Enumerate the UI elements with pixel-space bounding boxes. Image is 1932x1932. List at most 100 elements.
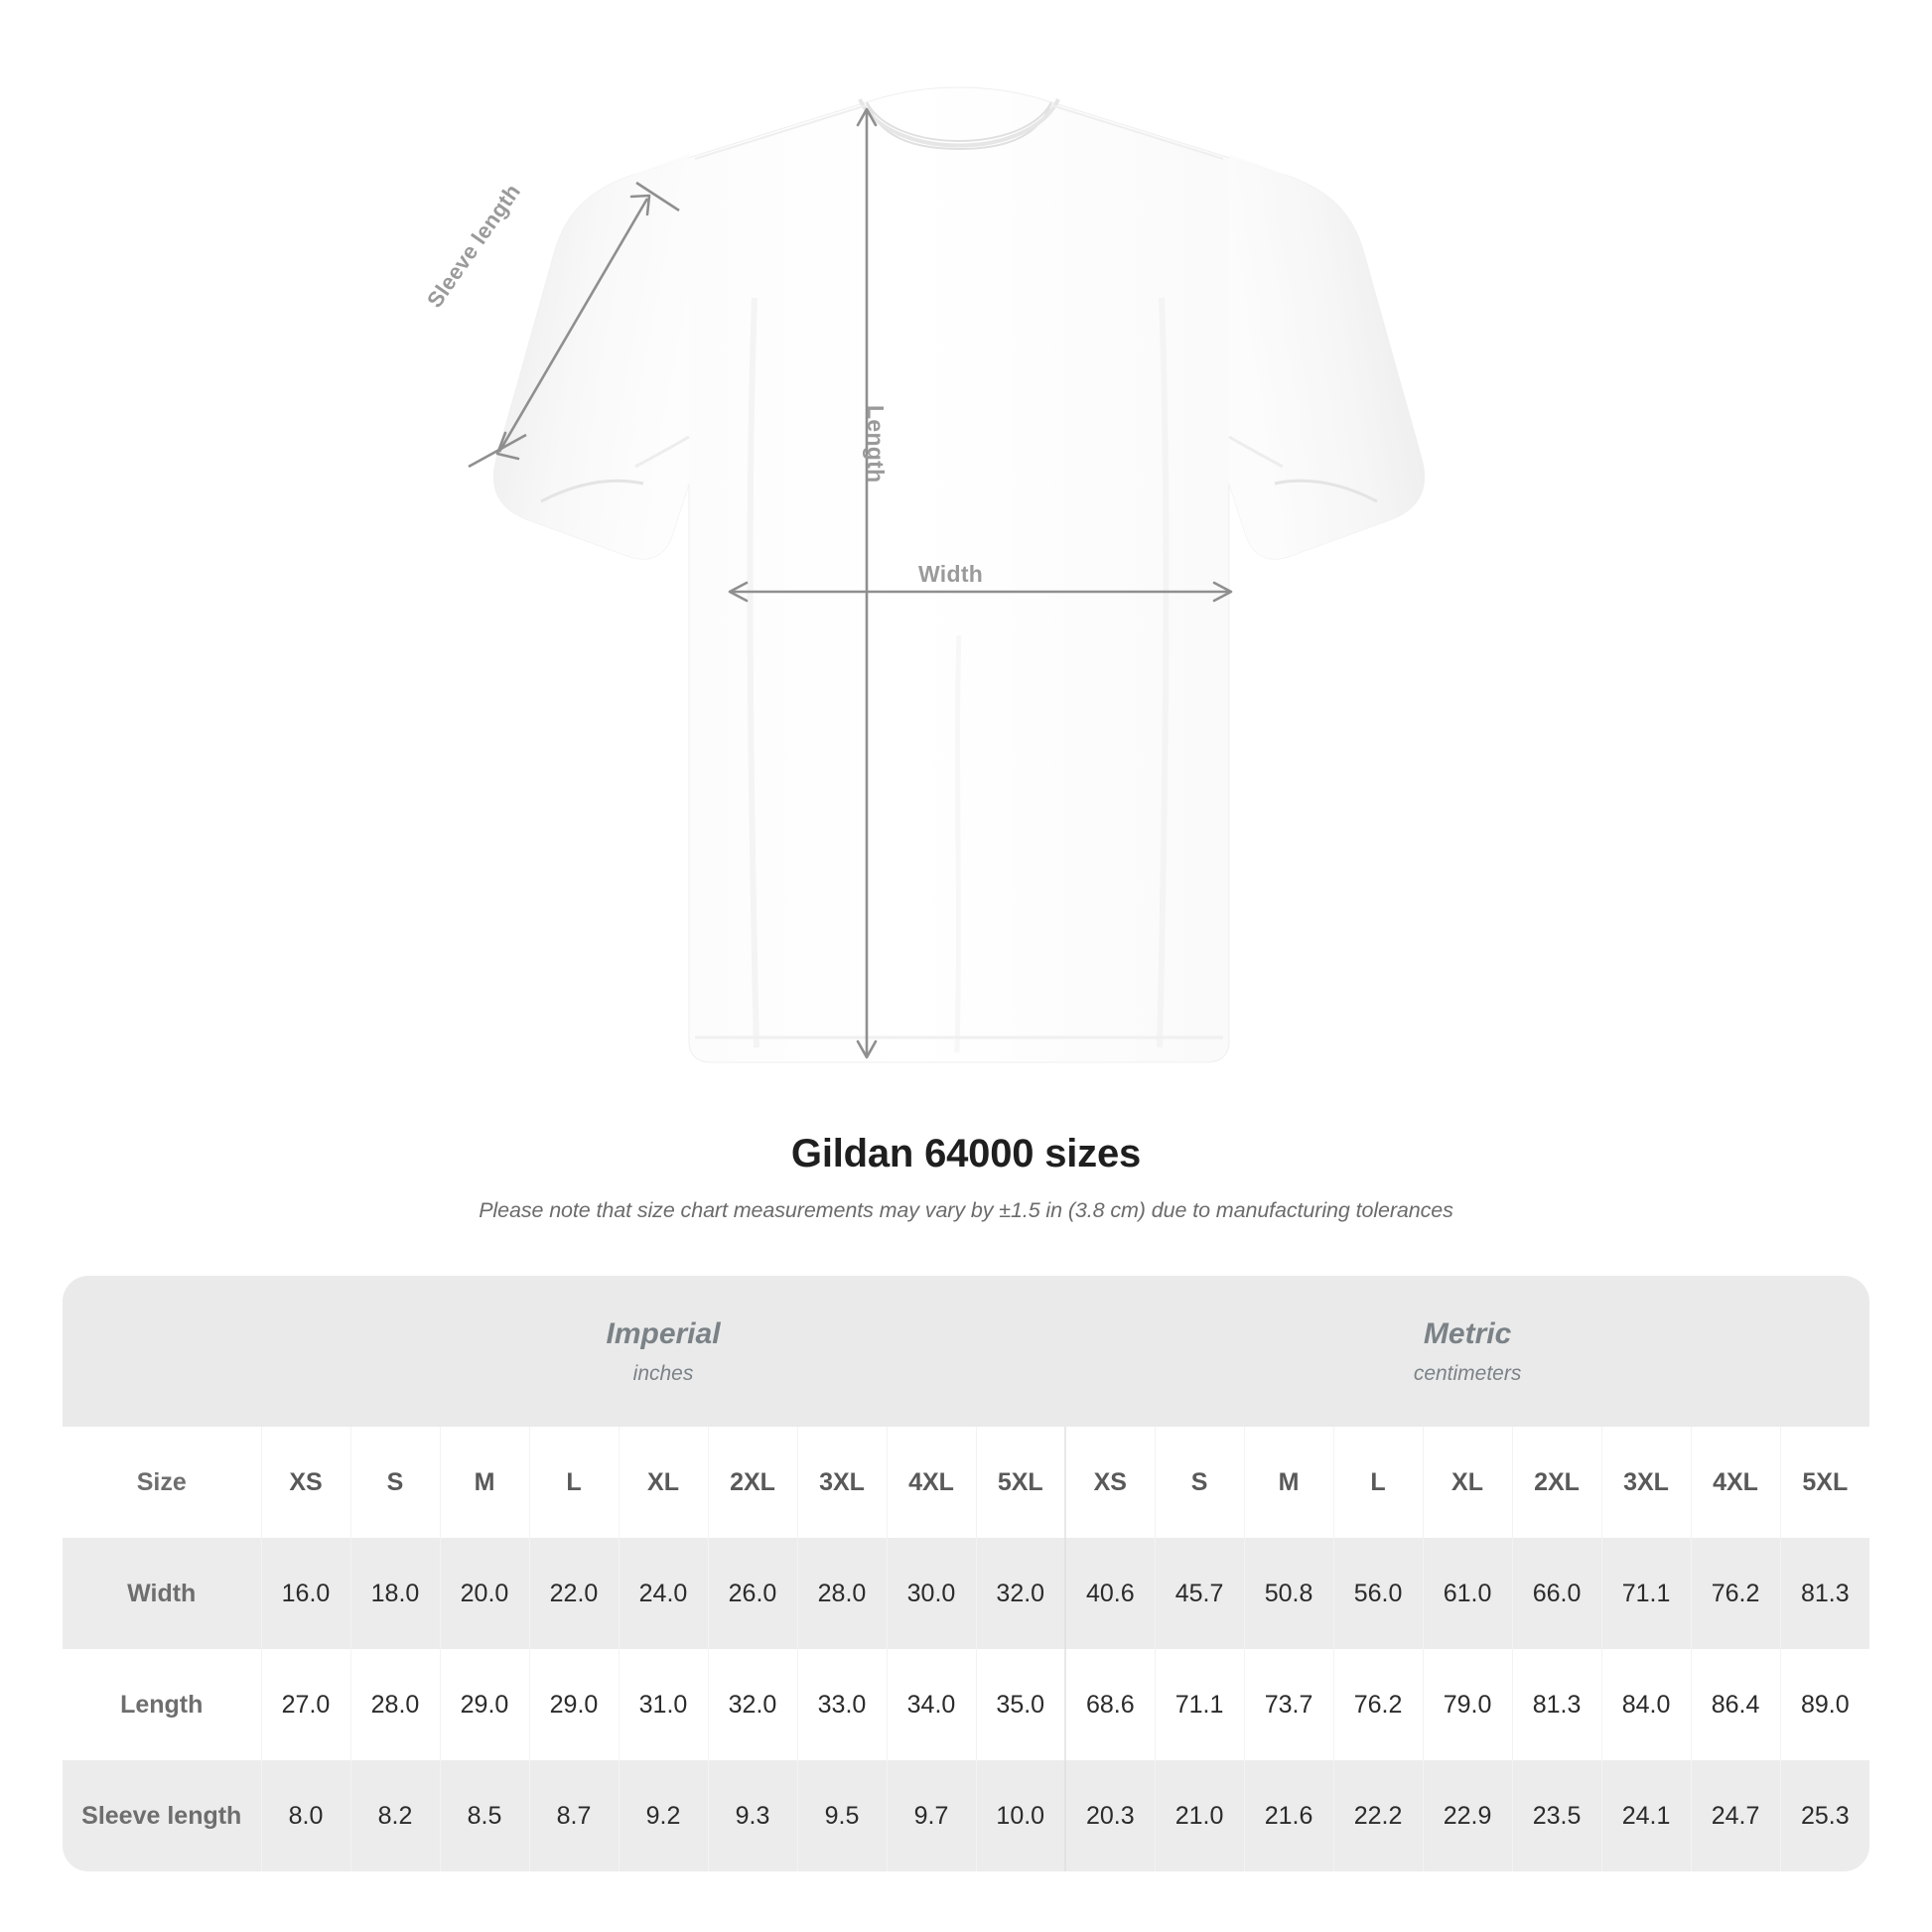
table-cell: 56.0 — [1332, 1538, 1424, 1649]
tolerance-note: Please note that size chart measurements… — [479, 1198, 1453, 1222]
size-column-header: XS — [1064, 1427, 1156, 1538]
table-cell: 81.3 — [1511, 1649, 1602, 1760]
size-header-row: Size XS S M L XL 2XL 3XL 4XL 5XL XS S M L XL 2XL 3XL 4XL 5… — [63, 1427, 1869, 1538]
sleeve-tick-bottom — [468, 433, 527, 469]
table-cell: 8.2 — [349, 1760, 440, 1871]
sleeve-tick-top — [635, 181, 680, 212]
size-column-header: 2XL — [1511, 1427, 1602, 1538]
unit-name-imperial: Imperial — [606, 1317, 721, 1351]
size-table: Imperial inches Metric centimeters Size XS S M L… — [63, 1276, 1869, 1871]
table-cell: 24.0 — [618, 1538, 708, 1649]
size-column-header: XL — [618, 1427, 708, 1538]
measurement-lines — [468, 107, 1233, 1059]
table-cell: 30.0 — [886, 1538, 976, 1649]
size-column-header: 5XL — [1779, 1427, 1869, 1538]
table-cell: 71.1 — [1154, 1649, 1245, 1760]
table-cell: 33.0 — [796, 1649, 887, 1760]
table-cell: 31.0 — [618, 1649, 708, 1760]
table-cell: 32.0 — [707, 1649, 797, 1760]
width-dimension-label: Width — [918, 561, 984, 587]
table-cell: 73.7 — [1243, 1649, 1334, 1760]
size-column-header: S — [1154, 1427, 1245, 1538]
table-cell: 68.6 — [1064, 1649, 1156, 1760]
size-column-header: S — [349, 1427, 440, 1538]
table-cell: 29.0 — [528, 1649, 619, 1760]
length-dimension-label: Length — [863, 405, 889, 483]
table-cell: 9.5 — [796, 1760, 887, 1871]
unit-sub-metric: centimeters — [1413, 1361, 1522, 1385]
unit-header-imperial: Imperial inches — [261, 1276, 1066, 1427]
table-cell: 61.0 — [1422, 1538, 1513, 1649]
table-cell: 28.0 — [349, 1649, 440, 1760]
unit-header-spacer — [63, 1276, 261, 1427]
size-column-header: 3XL — [796, 1427, 887, 1538]
table-cell: 34.0 — [886, 1649, 976, 1760]
table-cell: 20.3 — [1064, 1760, 1156, 1871]
size-column-header: 4XL — [1690, 1427, 1781, 1538]
unit-name-metric: Metric — [1423, 1317, 1512, 1351]
table-cell: 79.0 — [1422, 1649, 1513, 1760]
table-cell: 45.7 — [1154, 1538, 1245, 1649]
table-cell: 40.6 — [1064, 1538, 1156, 1649]
table-cell: 22.2 — [1332, 1760, 1424, 1871]
tshirt-shape — [492, 86, 1426, 1063]
size-column-header: M — [1243, 1427, 1334, 1538]
page-title: Gildan 64000 sizes — [790, 1132, 1142, 1175]
table-cell: 27.0 — [260, 1649, 350, 1760]
table-cell: 22.0 — [528, 1538, 619, 1649]
table-cell: 24.1 — [1600, 1760, 1692, 1871]
table-cell: 81.3 — [1779, 1538, 1869, 1649]
size-column-header: 3XL — [1600, 1427, 1692, 1538]
size-column-header: L — [528, 1427, 619, 1538]
row-header-size: Size — [63, 1427, 261, 1538]
tshirt-diagram: Sleeve length Length Width — [422, 86, 1426, 1063]
row-header-width: Width — [63, 1538, 261, 1649]
size-column-header: XL — [1422, 1427, 1513, 1538]
table-row: Sleeve length 8.0 8.2 8.5 8.7 9.2 9.3 9.5 9.7 10.… — [63, 1760, 1869, 1871]
row-header-sleeve-length: Sleeve length — [63, 1760, 261, 1871]
table-cell: 16.0 — [260, 1538, 350, 1649]
size-table-container: Imperial inches Metric centimeters Size XS S M L… — [63, 1276, 1869, 1871]
table-cell: 10.0 — [975, 1760, 1066, 1871]
table-cell: 25.3 — [1779, 1760, 1869, 1871]
table-row: Width 16.0 18.0 20.0 22.0 24.0 26.0 28.0 30.0 32.… — [63, 1538, 1869, 1649]
unit-sub-imperial: inches — [632, 1361, 694, 1385]
table-cell: 35.0 — [975, 1649, 1066, 1760]
table-cell: 26.0 — [707, 1538, 797, 1649]
table-cell: 21.0 — [1154, 1760, 1245, 1871]
table-cell: 20.0 — [439, 1538, 529, 1649]
table-cell: 32.0 — [975, 1538, 1066, 1649]
table-cell: 24.7 — [1690, 1760, 1781, 1871]
table-cell: 86.4 — [1690, 1649, 1781, 1760]
table-cell: 18.0 — [349, 1538, 440, 1649]
size-column-header: M — [439, 1427, 529, 1538]
sleeve-measure-line — [497, 198, 649, 453]
size-column-header: 5XL — [975, 1427, 1066, 1538]
table-cell: 8.5 — [439, 1760, 529, 1871]
table-cell: 76.2 — [1332, 1649, 1424, 1760]
table-cell: 21.6 — [1243, 1760, 1334, 1871]
title-block: Gildan 64000 sizes Please note that size… — [0, 1132, 1932, 1223]
table-cell: 50.8 — [1243, 1538, 1334, 1649]
table-cell: 22.9 — [1422, 1760, 1513, 1871]
table-cell: 84.0 — [1600, 1649, 1692, 1760]
unit-header-metric: Metric centimeters — [1065, 1276, 1869, 1427]
size-column-header: L — [1332, 1427, 1424, 1538]
table-cell: 8.7 — [528, 1760, 619, 1871]
table-cell: 71.1 — [1600, 1538, 1692, 1649]
table-cell: 8.0 — [260, 1760, 350, 1871]
table-cell: 23.5 — [1511, 1760, 1602, 1871]
table-cell: 9.7 — [886, 1760, 976, 1871]
table-cell: 66.0 — [1511, 1538, 1602, 1649]
table-cell: 89.0 — [1779, 1649, 1869, 1760]
size-column-header: 2XL — [707, 1427, 797, 1538]
table-row: Length 27.0 28.0 29.0 29.0 31.0 32.0 33.0 34.0 35… — [63, 1649, 1869, 1760]
size-column-header: 4XL — [886, 1427, 976, 1538]
table-cell: 9.2 — [618, 1760, 708, 1871]
table-cell: 28.0 — [796, 1538, 887, 1649]
size-column-header: XS — [260, 1427, 350, 1538]
table-cell: 76.2 — [1690, 1538, 1781, 1649]
tshirt-illustration — [468, 86, 1426, 1063]
table-cell: 9.3 — [707, 1760, 797, 1871]
